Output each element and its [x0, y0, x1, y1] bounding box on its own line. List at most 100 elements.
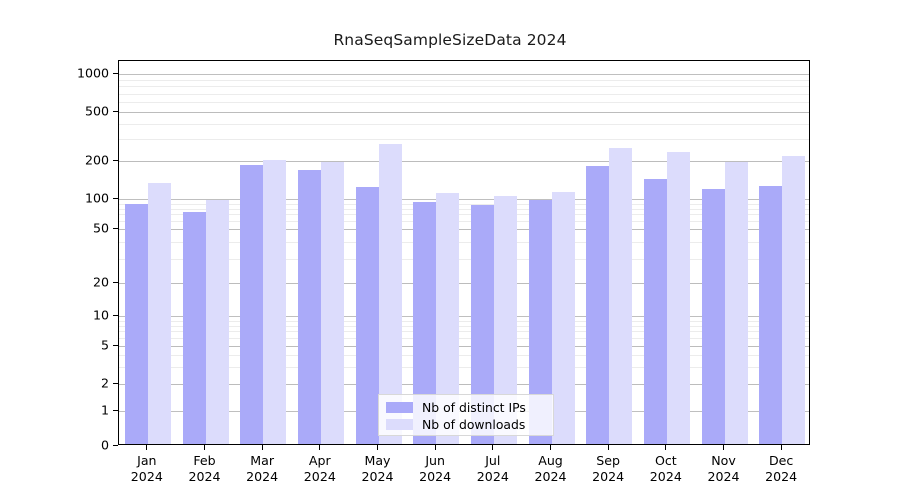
x-axis-tick-mark	[319, 445, 321, 450]
x-axis-tick-label-year: 2024	[361, 469, 394, 484]
legend-swatch-icon-downloads	[386, 419, 413, 430]
plot-area	[118, 60, 810, 445]
bar-aug-distinct-ips	[528, 200, 552, 444]
bar-feb-downloads	[205, 200, 229, 444]
x-axis-tick-mark	[434, 445, 436, 450]
x-axis-tick-mark	[607, 445, 609, 450]
x-axis-tick-label-apr: Apr 2024	[304, 453, 336, 485]
x-axis-tick-label-month: Oct	[654, 453, 677, 468]
x-axis-tick-label-month: Jan	[137, 453, 157, 468]
x-axis-tick-label-year: 2024	[303, 469, 336, 484]
x-axis-tick-label-month: Apr	[308, 453, 331, 468]
x-axis-tick-label-year: 2024	[419, 469, 452, 484]
x-axis-tick-mark	[204, 445, 206, 450]
x-axis-tick-label-sep: Sep 2024	[592, 453, 624, 485]
bar-mar-downloads	[263, 159, 287, 444]
y-axis-tick-mark	[113, 110, 118, 112]
y-axis-tick-label: 200	[84, 152, 109, 168]
gridline-major	[119, 384, 809, 385]
legend-item-distinct-ips: Nb of distinct IPs	[386, 399, 546, 416]
gridline-major	[119, 283, 809, 284]
bar-mar-distinct-ips	[240, 164, 264, 444]
gridline-minor	[119, 367, 809, 369]
x-axis-tick-label-month: Nov	[711, 453, 736, 468]
gridline-minor	[119, 338, 809, 340]
x-axis-tick-label-dec: Dec 2024	[765, 453, 797, 485]
y-axis-tick-mark	[113, 409, 118, 411]
x-axis-tick-mark	[723, 445, 725, 450]
gridline-minor	[119, 208, 809, 210]
y-axis-tick-mark	[113, 281, 118, 283]
x-axis-tick-label-year: 2024	[188, 469, 221, 484]
legend-item-downloads: Nb of downloads	[386, 416, 546, 433]
x-axis-tick-mark	[492, 445, 494, 450]
x-axis-tick-label-may: May 2024	[361, 453, 393, 485]
y-axis-tick-mark	[113, 159, 118, 161]
x-axis-tick-label-month: Dec	[768, 453, 794, 468]
bar-jul-distinct-ips	[470, 205, 494, 444]
bar-dec-downloads	[782, 155, 806, 444]
x-axis-tick-mark	[550, 445, 552, 450]
x-axis-tick-label-month: Jun	[425, 453, 445, 468]
x-axis-tick-label-month: Mar	[250, 453, 275, 468]
x-axis-tick-mark	[377, 445, 379, 450]
gridline-minor	[119, 139, 809, 141]
gridline-major	[119, 74, 809, 75]
gridline-minor	[119, 259, 809, 261]
x-axis-tick-label-year: 2024	[130, 469, 163, 484]
chart-legend: Nb of distinct IPs Nb of downloads	[378, 394, 554, 436]
x-axis-tick-label-aug: Aug 2024	[534, 453, 566, 485]
x-axis-tick-label-year: 2024	[707, 469, 740, 484]
bar-oct-downloads	[666, 152, 690, 444]
x-axis-tick-label-year: 2024	[592, 469, 625, 484]
chart-title: RnaSeqSampleSizeData 2024	[333, 31, 567, 49]
legend-label-downloads: Nb of downloads	[422, 417, 526, 432]
bar-apr-downloads	[320, 161, 344, 444]
y-axis-tick-mark	[113, 382, 118, 384]
x-axis-tick-label-jan: Jan 2024	[131, 453, 163, 485]
x-axis-tick-label-year: 2024	[649, 469, 682, 484]
gridline-minor	[119, 102, 809, 103]
gridline-major	[119, 229, 809, 230]
x-axis-tick-label-month: Sep	[596, 453, 621, 468]
x-axis-tick-label-month: Jul	[485, 453, 501, 468]
y-axis-tick-mark	[113, 314, 118, 316]
bar-apr-distinct-ips	[297, 169, 321, 444]
y-axis-tick-mark	[113, 444, 118, 446]
x-axis-tick-label-feb: Feb 2024	[188, 453, 220, 485]
bar-jul-downloads	[493, 195, 517, 444]
y-axis-tick-label: 50	[92, 220, 109, 236]
gridline-minor	[119, 331, 809, 333]
gridline-minor	[119, 242, 809, 244]
gridline-minor	[119, 203, 809, 205]
gridline-major	[119, 112, 809, 113]
x-axis-tick-mark	[261, 445, 263, 450]
gridline-major	[119, 161, 809, 162]
y-axis-tick-label: 1	[100, 402, 109, 418]
bar-jun-distinct-ips	[413, 201, 437, 444]
bar-sep-distinct-ips	[586, 166, 610, 444]
gridline-major	[119, 316, 809, 317]
x-axis-tick-label-year: 2024	[246, 469, 279, 484]
y-axis-tick-label: 20	[92, 274, 109, 290]
y-axis-tick-mark	[113, 72, 118, 74]
bar-jun-downloads	[436, 192, 460, 444]
bar-may-downloads	[378, 143, 402, 444]
y-axis-tick-label: 500	[84, 103, 109, 119]
y-axis-tick-label: 2	[100, 375, 109, 391]
x-axis-tick-label-month: Aug	[538, 453, 563, 468]
x-axis-tick-label-jun: Jun 2024	[419, 453, 451, 485]
gridline-minor	[119, 325, 809, 327]
bar-feb-distinct-ips	[182, 212, 206, 444]
bar-oct-distinct-ips	[643, 179, 667, 444]
x-axis-tick-label-mar: Mar 2024	[246, 453, 278, 485]
bar-dec-distinct-ips	[759, 186, 783, 444]
x-axis-tick-mark	[665, 445, 667, 450]
x-axis-tick-mark	[780, 445, 782, 450]
y-axis-tick-label: 100	[84, 190, 109, 206]
x-axis-tick-label-year: 2024	[765, 469, 798, 484]
y-axis-tick-mark	[113, 344, 118, 346]
gridline-major	[119, 199, 809, 200]
y-axis-tick-label: 10	[92, 307, 109, 323]
